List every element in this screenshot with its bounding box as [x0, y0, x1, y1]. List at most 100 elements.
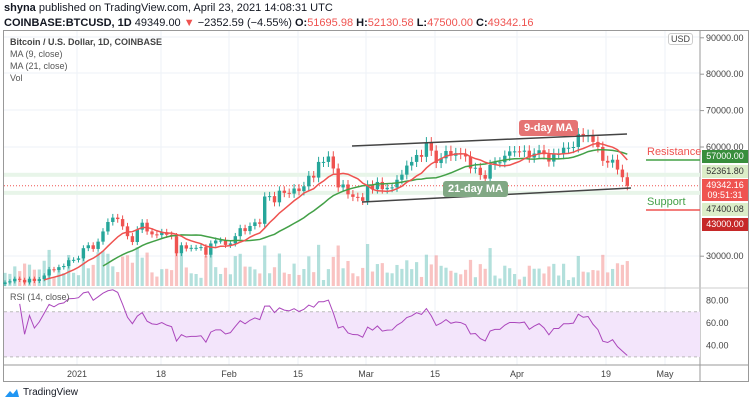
- volume-bar: [189, 273, 193, 286]
- symbol-info: COINBASE:BTCUSD, 1D 49349.00 ▼ −2352.59 …: [4, 17, 534, 29]
- volume-bar: [473, 277, 477, 286]
- volume-bar: [174, 250, 179, 286]
- candle-body: [111, 217, 115, 222]
- candle-body: [561, 147, 566, 154]
- time-tick-label: 2021: [67, 369, 87, 379]
- tradingview-cloud-icon: [5, 388, 19, 397]
- candle-body: [316, 161, 321, 178]
- ma21-line: [102, 148, 628, 267]
- volume-bar: [547, 266, 551, 286]
- volume-bar: [571, 277, 575, 286]
- candle-body: [434, 150, 438, 164]
- level-line: [4, 172, 700, 177]
- candle-body: [67, 260, 71, 267]
- volume-bar: [449, 270, 453, 286]
- legend-ma9[interactable]: MA (9, close): [10, 49, 63, 59]
- candle-body: [184, 245, 188, 249]
- candle-body: [488, 164, 492, 179]
- volume-bar: [96, 252, 100, 286]
- volume-bar: [542, 273, 546, 286]
- candle-body: [620, 169, 625, 178]
- ma21-callout: 21-day MA: [443, 181, 509, 197]
- volume-bar: [91, 264, 95, 286]
- legend-vol[interactable]: Vol: [10, 73, 23, 83]
- candle-body: [52, 269, 56, 271]
- candle-body: [130, 236, 135, 243]
- volume-bar: [111, 266, 115, 286]
- volume-bar: [419, 276, 424, 286]
- volume-bar: [380, 263, 384, 286]
- candle-body: [365, 184, 370, 201]
- candle-body: [307, 175, 311, 187]
- candle-body: [3, 282, 7, 285]
- candle-body: [356, 196, 360, 198]
- volume-bar: [248, 266, 252, 286]
- volume-bar: [576, 256, 580, 286]
- volume-bar: [228, 274, 232, 286]
- bar-countdown: 09:51:31: [707, 190, 743, 200]
- volume-bar: [23, 263, 27, 286]
- tradingview-logo[interactable]: TradingView: [4, 387, 78, 398]
- volume-bar: [434, 255, 438, 286]
- symbol: COINBASE:BTCUSD, 1D: [4, 17, 132, 29]
- legend-rsi[interactable]: RSI (14, close): [10, 292, 70, 302]
- candle-body: [444, 151, 448, 159]
- volume-bar: [537, 268, 541, 286]
- price-change: −2352.59 (−4.55%): [197, 17, 292, 29]
- candle-body: [537, 150, 541, 154]
- volume-bar: [591, 270, 595, 286]
- volume-bar: [566, 280, 571, 286]
- volume-bar: [468, 259, 473, 286]
- candle-body: [214, 240, 218, 244]
- volume-bar: [135, 247, 139, 286]
- candle-body: [547, 154, 551, 162]
- candle-body: [277, 190, 282, 203]
- candle-body: [552, 153, 556, 162]
- candle-body: [76, 258, 81, 260]
- candle-body: [106, 221, 110, 232]
- current-price: 49342.16: [706, 180, 744, 190]
- volume-bar: [121, 256, 125, 286]
- volume-bar: [170, 270, 174, 286]
- volume-bar: [366, 244, 370, 286]
- volume-bar: [620, 264, 624, 286]
- candle-body: [405, 165, 409, 175]
- volume-bar: [52, 277, 56, 286]
- legend-ma21[interactable]: MA (21, close): [10, 61, 68, 71]
- candle-body: [615, 159, 620, 170]
- volume-bar: [312, 272, 316, 286]
- currency-button[interactable]: USD: [668, 33, 694, 45]
- candle-body: [601, 147, 605, 161]
- candle-body: [135, 229, 139, 243]
- volume-bar: [223, 267, 228, 286]
- candle-body: [120, 219, 125, 227]
- time-tick-label: May: [656, 369, 674, 379]
- candle-body: [91, 245, 95, 249]
- chart-frame[interactable]: [3, 30, 749, 382]
- candle-body: [571, 147, 576, 148]
- candle-body: [449, 151, 453, 156]
- volume-bar: [444, 267, 448, 286]
- candle-body: [463, 153, 468, 157]
- volume-bar: [390, 273, 394, 286]
- time-tick-label: Mar: [358, 369, 374, 379]
- volume-bar: [557, 275, 561, 286]
- candle-body: [370, 184, 375, 190]
- volume-bar: [258, 273, 262, 286]
- time-tick-label: 18: [156, 369, 166, 379]
- candle-body: [400, 174, 404, 180]
- volume-bar: [361, 267, 365, 286]
- price-tick-label: 80000.00: [706, 69, 744, 79]
- rsi-line: [19, 289, 628, 356]
- high-value: 52130.58: [367, 17, 414, 29]
- resistance-label: Resistance: [647, 146, 702, 158]
- candle-body: [37, 279, 41, 281]
- candle-body: [331, 156, 335, 169]
- volume-bar: [581, 271, 585, 286]
- volume-bar: [27, 264, 32, 286]
- candle-body: [22, 279, 27, 283]
- candle-body: [625, 177, 629, 186]
- candle-body: [473, 167, 478, 169]
- volume-bar: [243, 266, 247, 286]
